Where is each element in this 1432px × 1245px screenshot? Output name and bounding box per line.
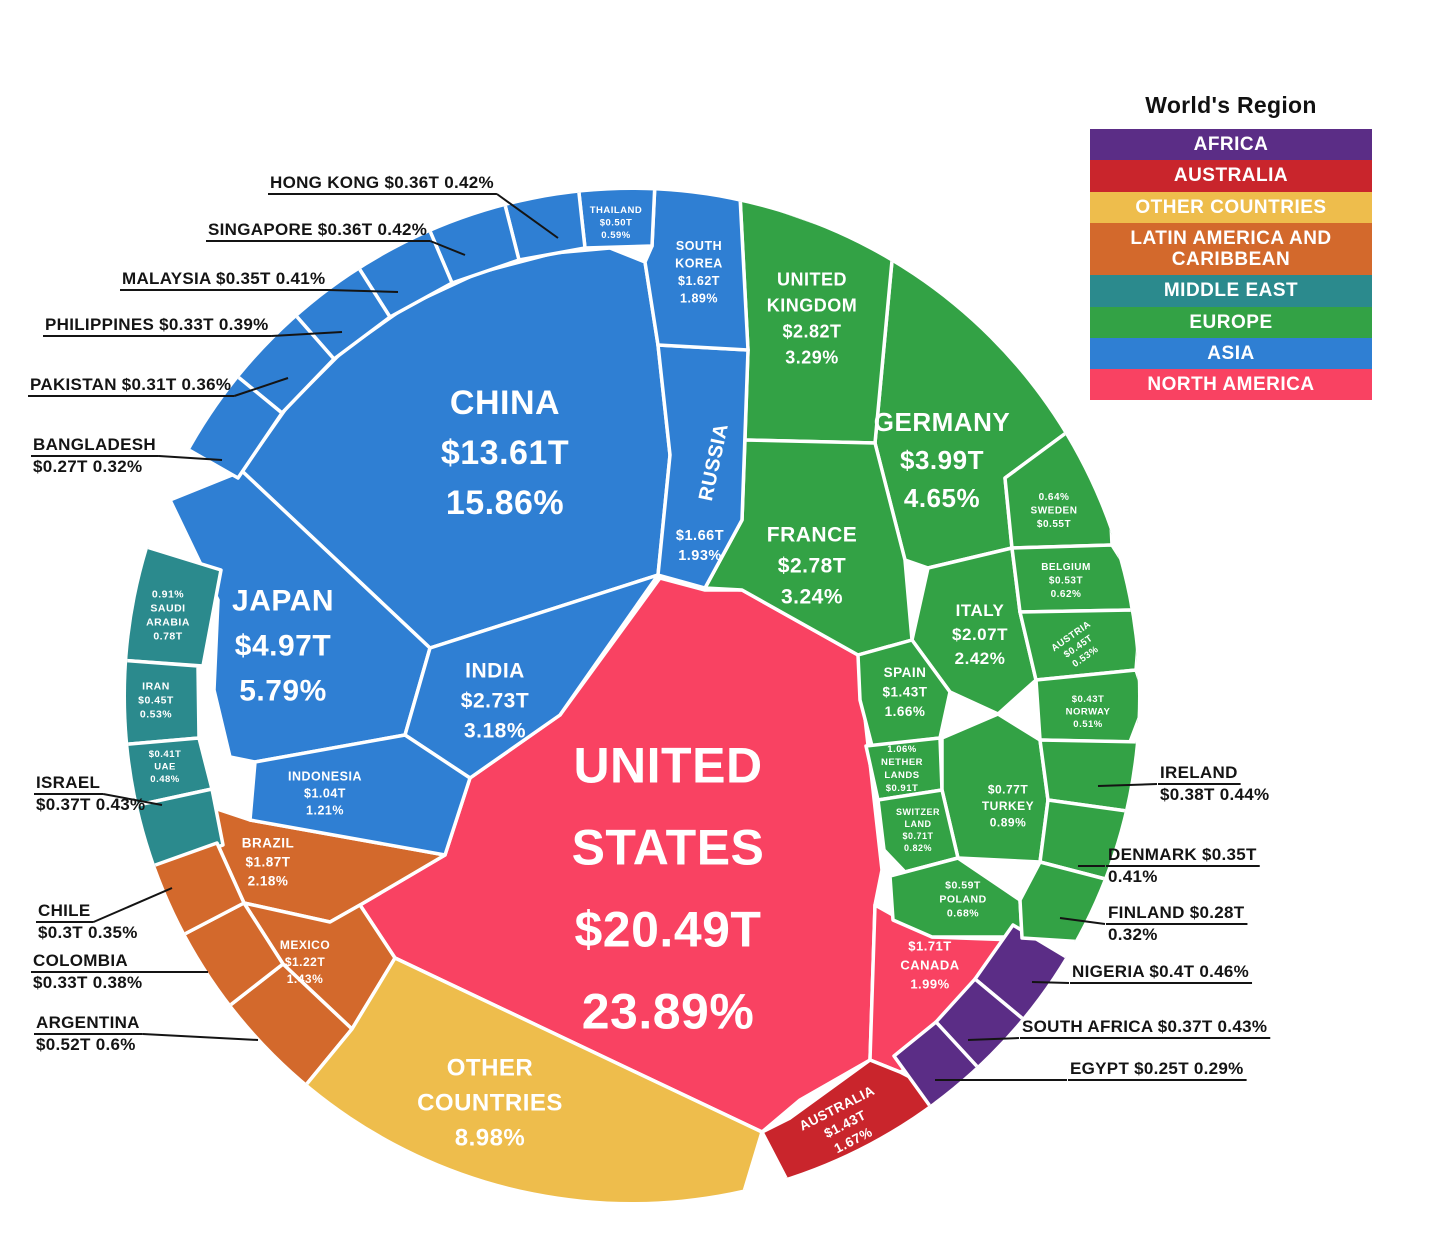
- label-switzerland: SWITZER LAND $0.71T 0.82%: [896, 807, 940, 853]
- legend-item-asia: ASIA: [1090, 337, 1372, 370]
- callout-israel: ISRAEL $0.37T 0.43%: [34, 773, 163, 814]
- label-sweden: 0.64% SWEDEN $0.55T: [1031, 492, 1078, 530]
- label-france: FRANCE $2.78T 3.24%: [767, 523, 858, 608]
- callout-leader-finland: [1059, 917, 1106, 925]
- callout-leader-chile: [93, 887, 173, 923]
- label-spain: SPAIN $1.43T 1.66%: [882, 665, 927, 719]
- callout-egypt: EGYPT $0.25T 0.29%: [935, 1059, 1247, 1081]
- label-brazil: BRAZIL $1.87T 2.18%: [242, 836, 295, 889]
- callout-leader-pakistan: [233, 377, 289, 397]
- legend-items: AFRICA AUSTRALIA OTHER COUNTRIES LATIN AMER…: [1090, 129, 1372, 401]
- callout-philippines: PHILIPPINES $0.33T 0.39%: [43, 315, 343, 337]
- label-russia: $1.66T 1.93%: [676, 528, 724, 564]
- cell-norway: [1034, 668, 1138, 744]
- callout-pakistan: PAKISTAN $0.31T 0.36%: [28, 375, 289, 397]
- legend-item-other-countries: OTHER COUNTRIES: [1090, 191, 1372, 223]
- callout-hong-kong: HONG KONG $0.36T 0.42%: [268, 173, 559, 239]
- label-thailand: THAILAND $0.50T 0.59%: [590, 205, 643, 241]
- callout-bangladesh: BANGLADESH $0.27T 0.32%: [31, 435, 223, 476]
- legend-item-europe: EUROPE: [1090, 306, 1372, 338]
- callout-text-malaysia: MALAYSIA $0.35T 0.41%: [122, 269, 325, 288]
- callout-text-egypt: EGYPT $0.25T 0.29%: [1070, 1059, 1244, 1078]
- label-china: CHINA $13.61T 15.86%: [441, 384, 569, 522]
- callout-text-ireland: IRELAND $0.38T 0.44%: [1160, 763, 1269, 804]
- callout-text-philippines: PHILIPPINES $0.33T 0.39%: [45, 315, 269, 334]
- callout-text-bangladesh: BANGLADESH $0.27T 0.32%: [33, 435, 156, 476]
- callout-text-israel: ISRAEL $0.37T 0.43%: [36, 773, 145, 814]
- label-belgium: BELGIUM $0.53T 0.62%: [1041, 562, 1091, 600]
- callout-leader-singapore: [429, 240, 466, 256]
- cell-uk: [738, 194, 895, 445]
- callout-colombia: COLOMBIA $0.33T 0.38%: [31, 951, 208, 992]
- cell-india: [403, 573, 660, 780]
- callout-leader-hong-kong: [496, 193, 559, 239]
- label-uk: UNITED KINGDOM $2.82T 3.29%: [767, 269, 858, 367]
- callout-leader-bangladesh: [158, 455, 223, 461]
- legend-title: World's Region: [1145, 92, 1317, 118]
- callout-denmark: DENMARK $0.35T 0.41%: [1078, 845, 1260, 886]
- callout-finland: FINLAND $0.28T 0.32%: [1059, 903, 1248, 944]
- callout-leader-israel: [102, 793, 163, 806]
- callout-text-denmark: DENMARK $0.35T 0.41%: [1108, 845, 1257, 886]
- cell-indonesia: [248, 733, 472, 857]
- label-uae: $0.41T UAE 0.48%: [149, 749, 182, 785]
- callout-leader-south-africa: [967, 1037, 1020, 1041]
- label-germany: GERMANY $3.99T 4.65%: [874, 407, 1010, 513]
- label-turkey: $0.77T TURKEY 0.89%: [982, 783, 1034, 830]
- label-norway: $0.43T NORWAY 0.51%: [1066, 694, 1111, 730]
- callout-argentina: ARGENTINA $0.52T 0.6%: [34, 1013, 259, 1054]
- legend-item-africa: AFRICA: [1090, 129, 1372, 161]
- callout-text-colombia: COLOMBIA $0.33T 0.38%: [33, 951, 142, 992]
- callout-leader-argentina: [142, 1033, 259, 1041]
- callout-south-africa: SOUTH AFRICA $0.37T 0.43%: [967, 1017, 1271, 1041]
- legend-item-north-america: NORTH AMERICA: [1090, 369, 1372, 401]
- label-japan: JAPAN $4.97T 5.79%: [232, 585, 334, 708]
- label-iran: IRAN $0.45T 0.53%: [138, 681, 174, 721]
- legend-item-middle-east: MIDDLE EAST: [1090, 275, 1372, 307]
- callout-text-chile: CHILE $0.3T 0.35%: [38, 901, 138, 942]
- callout-text-pakistan: PAKISTAN $0.31T 0.36%: [30, 375, 231, 394]
- label-saudi-arabia: 0.91% SAUDI ARABIA 0.78T: [146, 589, 190, 643]
- cell-south-korea: [643, 190, 750, 352]
- label-indonesia: INDONESIA $1.04T 1.21%: [288, 769, 362, 817]
- callout-text-hong-kong: HONG KONG $0.36T 0.42%: [270, 173, 494, 192]
- callout-text-south-africa: SOUTH AFRICA $0.37T 0.43%: [1022, 1017, 1267, 1036]
- label-south-korea: SOUTH KOREA $1.62T 1.89%: [675, 239, 723, 306]
- label-other: OTHER COUNTRIES 8.98%: [417, 1054, 563, 1151]
- callout-text-nigeria: NIGERIA $0.4T 0.46%: [1072, 962, 1249, 981]
- callout-nigeria: NIGERIA $0.4T 0.46%: [1031, 962, 1253, 984]
- legend-item-latin-america-and-caribbean: LATIN AMERICA AND CARIBBEAN: [1090, 222, 1372, 276]
- label-canada: $1.71T CANADA 1.99%: [900, 939, 959, 992]
- cell-austria: [1018, 608, 1138, 682]
- callout-leader-ireland: [1097, 783, 1158, 787]
- label-italy: ITALY $2.07T 2.42%: [952, 601, 1008, 668]
- cells-layer: [126, 190, 1138, 1202]
- callout-leader-philippines: [271, 331, 343, 337]
- callout-ireland: IRELAND $0.38T 0.44%: [1097, 763, 1269, 804]
- region-legend: World's Region AFRICA AUSTRALIA OTHER COUN…: [1090, 92, 1372, 401]
- labels-layer: UNITED STATES $20.49T 23.89% CHINA $13.61T 15.…: [138, 205, 1111, 1156]
- label-mexico: MEXICO $1.22T 1.43%: [280, 938, 330, 986]
- callout-singapore: SINGAPORE $0.36T 0.42%: [206, 220, 466, 256]
- label-us: UNITED STATES $20.49T 23.89%: [572, 738, 765, 1040]
- callout-text-argentina: ARGENTINA $0.52T 0.6%: [36, 1013, 140, 1054]
- callout-text-singapore: SINGAPORE $0.36T 0.42%: [208, 220, 427, 239]
- label-netherlands: 1.06% NETHER LANDS $0.91T: [881, 744, 923, 794]
- label-india: INDIA $2.73T 3.18%: [461, 659, 529, 742]
- callouts-layer: ARGENTINA $0.52T 0.6% NIGERIA $0.4T 0.46% I…: [28, 173, 1271, 1081]
- callout-text-finland: FINLAND $0.28T 0.32%: [1108, 903, 1245, 944]
- callout-chile: CHILE $0.3T 0.35%: [36, 887, 173, 942]
- callout-malaysia: MALAYSIA $0.35T 0.41%: [120, 269, 399, 293]
- callout-leader-nigeria: [1031, 981, 1070, 984]
- callout-leader-malaysia: [328, 289, 399, 293]
- legend-item-australia: AUSTRALIA: [1090, 160, 1372, 192]
- label-poland: $0.59T POLAND 0.68%: [939, 880, 986, 920]
